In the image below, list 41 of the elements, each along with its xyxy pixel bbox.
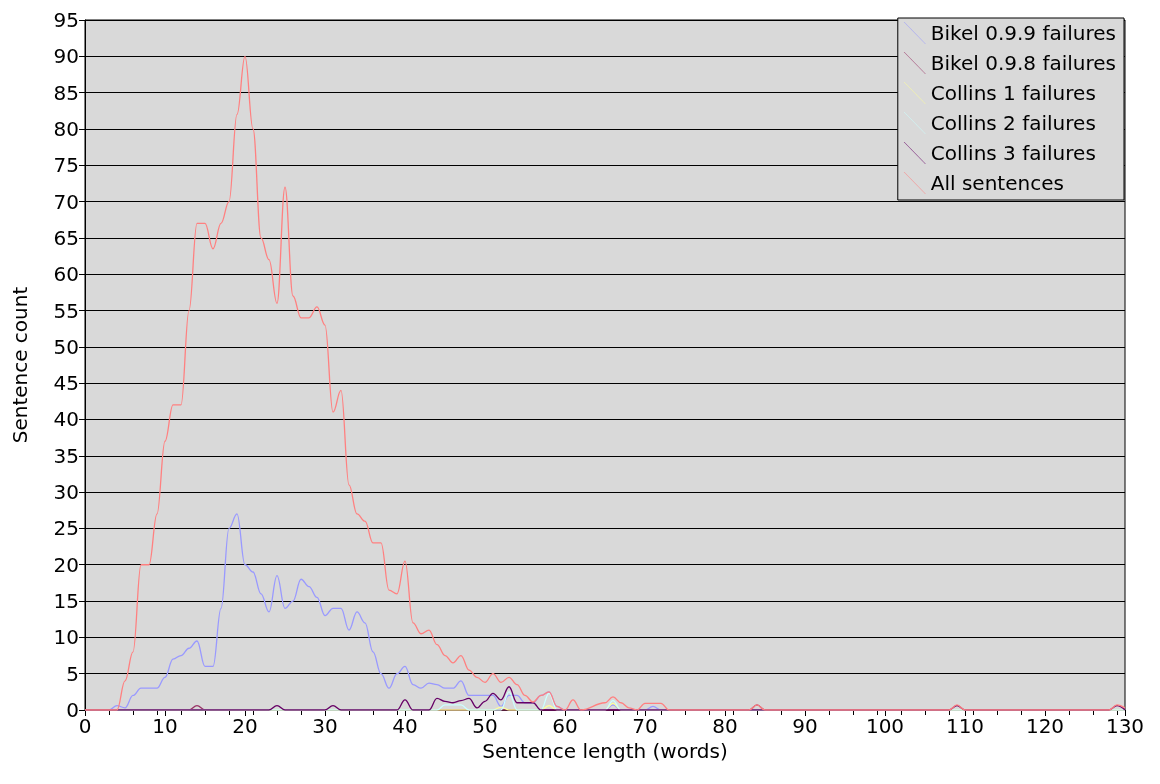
y-tick-label: 80 <box>53 116 79 141</box>
legend-label: Collins 3 failures <box>930 141 1096 165</box>
legend-label: Bikel 0.9.9 failures <box>930 21 1117 45</box>
x-tick-label: 40 <box>392 714 418 738</box>
y-tick-label: 65 <box>53 225 79 250</box>
y-tick-label: 5 <box>66 661 79 686</box>
y-tick-label: 50 <box>53 334 79 359</box>
y-tick-label: 30 <box>53 480 79 505</box>
legend-label: All sentences <box>930 171 1064 195</box>
y-tick-label: 85 <box>53 80 79 105</box>
y-tick-label: 15 <box>53 589 79 614</box>
x-tick-label: 50 <box>472 714 498 738</box>
y-tick-label: 40 <box>53 407 79 432</box>
y-tick-label: 25 <box>53 516 79 541</box>
x-tick-label: 60 <box>552 714 578 738</box>
x-tick-label: 110 <box>945 714 985 738</box>
y-tick-label: 0 <box>66 698 79 722</box>
legend-label: Collins 2 failures <box>930 111 1096 135</box>
x-axis-title: Sentence length (words) <box>482 738 728 763</box>
x-tick-label: 20 <box>232 714 258 738</box>
x-tick-label: 70 <box>632 714 658 738</box>
y-axis-title: Sentence count <box>8 286 32 444</box>
y-tick-label: 55 <box>53 298 79 323</box>
x-tick-label: 30 <box>312 714 338 738</box>
y-tick-label: 70 <box>53 189 79 214</box>
x-tick-label: 90 <box>792 714 818 738</box>
y-tick-label: 20 <box>53 552 79 577</box>
x-tick-label: 100 <box>865 714 905 738</box>
x-tick-label: 120 <box>1025 714 1065 738</box>
y-tick-label: 90 <box>53 44 79 69</box>
y-tick-label: 60 <box>53 262 79 287</box>
x-tick-label: 80 <box>712 714 738 738</box>
y-tick-label: 75 <box>53 153 79 178</box>
legend-label: Bikel 0.9.8 failures <box>930 51 1117 75</box>
y-tick-label: 45 <box>53 371 79 396</box>
legend-label: Collins 1 failures <box>930 81 1096 105</box>
x-tick-label: 130 <box>1105 714 1145 738</box>
y-tick-label: 10 <box>53 625 79 650</box>
y-tick-label: 95 <box>53 8 79 32</box>
x-tick-label: 10 <box>152 714 178 738</box>
y-tick-label: 35 <box>53 443 79 468</box>
